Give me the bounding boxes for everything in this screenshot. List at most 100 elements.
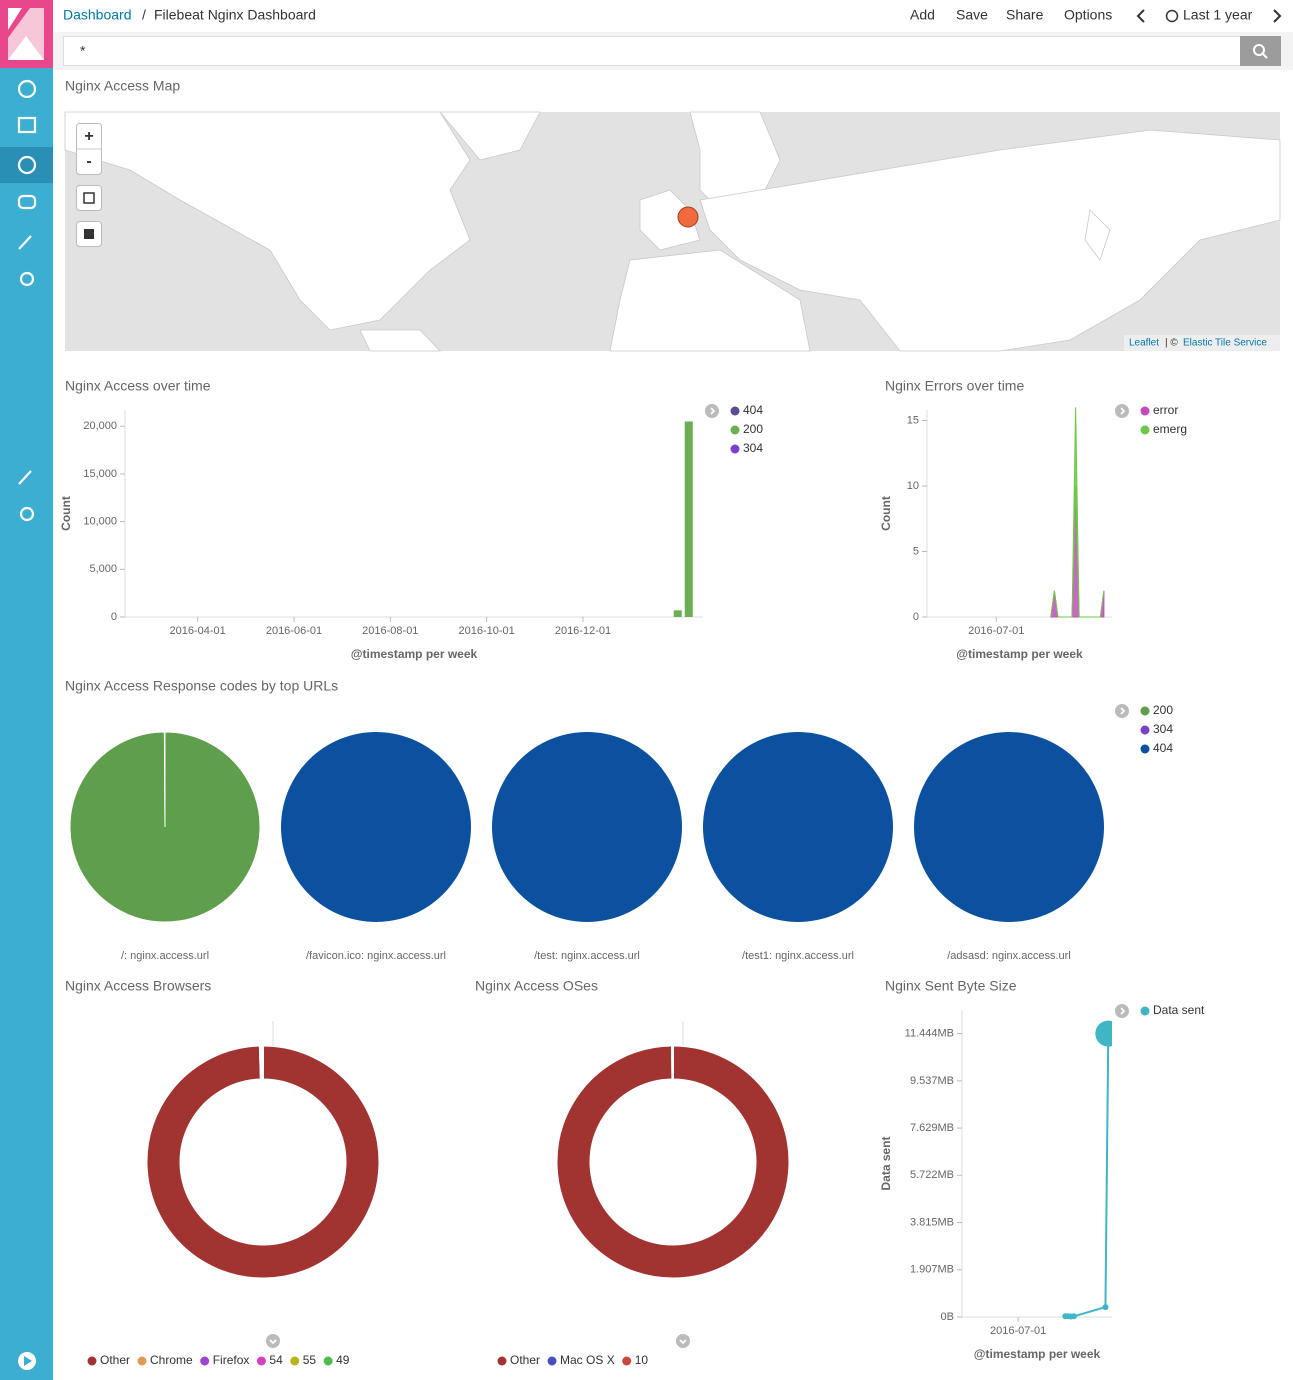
legend-swatch [137, 1356, 147, 1366]
nav-discover[interactable] [17, 79, 37, 99]
data-point[interactable] [1095, 1020, 1121, 1047]
pie-slice[interactable] [281, 732, 471, 922]
nav-devtools[interactable] [18, 235, 32, 250]
data-point[interactable] [1070, 1313, 1077, 1320]
bar[interactable] [673, 610, 682, 617]
nav-dashboard[interactable] [17, 155, 37, 175]
panel-title: Nginx Access Map [65, 78, 180, 94]
legend-label[interactable]: Other [100, 1353, 130, 1367]
legend-label[interactable]: 10 [635, 1353, 649, 1367]
x-tick-label: 2016-10-01 [459, 625, 515, 637]
x-axis-label: @timestamp per week [956, 647, 1083, 661]
legend-label[interactable]: 304 [743, 441, 763, 455]
legend-label[interactable]: error [1153, 403, 1178, 417]
sidebar [0, 0, 53, 1380]
legend-toggle-icon [1120, 407, 1126, 415]
nav-collapse-icon [24, 1356, 32, 1366]
zoom-in[interactable]: + [84, 128, 93, 145]
legend-swatch [497, 1356, 507, 1366]
legend-label[interactable]: 304 [1153, 722, 1173, 736]
pie-slice[interactable] [914, 732, 1104, 922]
legend-swatch [1140, 706, 1150, 716]
y-tick-label: 15 [907, 414, 919, 426]
x-tick-label: 2016-04-01 [170, 625, 226, 637]
nav-visualize[interactable] [17, 116, 37, 134]
y-tick-label: 10 [907, 480, 919, 492]
menu-add[interactable]: Add [910, 7, 935, 23]
pie-slice[interactable] [703, 732, 893, 922]
legend-label[interactable]: emerg [1153, 422, 1187, 436]
zoom-out[interactable]: - [86, 153, 91, 170]
y-tick-label: 0 [111, 611, 117, 623]
y-tick-label: 0 [913, 611, 919, 623]
x-tick-label: 2016-08-01 [362, 625, 418, 637]
legend-toggle-icon [679, 1339, 687, 1345]
map-marker[interactable] [677, 206, 699, 228]
legend-toggle[interactable] [266, 1334, 280, 1348]
y-tick-label: 7.629MB [910, 1122, 954, 1134]
legend-label[interactable]: Firefox [213, 1353, 250, 1367]
map-land [64, 111, 1281, 352]
time-next[interactable] [1273, 9, 1282, 23]
draw-icon [84, 229, 94, 239]
nav-devtools-2[interactable] [18, 470, 32, 485]
panel-title: Nginx Sent Byte Size [885, 978, 1017, 994]
legend-label[interactable]: 54 [269, 1353, 283, 1367]
attribution-separator: | © [1165, 338, 1178, 349]
legend-label[interactable]: Mac OS X [560, 1353, 615, 1367]
bar[interactable] [684, 421, 693, 617]
legend-toggle-icon [269, 1339, 277, 1345]
panel-title: Nginx Access OSes [475, 978, 598, 994]
legend-label[interactable]: Other [510, 1353, 540, 1367]
dashboard-title: Filebeat Nginx Dashboard [154, 7, 316, 23]
attribution-link[interactable]: Elastic Tile Service [1183, 338, 1267, 349]
search-button[interactable] [1240, 36, 1281, 66]
time-prev[interactable] [1136, 9, 1145, 23]
menu-save[interactable]: Save [956, 7, 988, 23]
legend-swatch [1140, 406, 1150, 416]
nav-active [0, 147, 53, 183]
legend-label[interactable]: 404 [1153, 741, 1173, 755]
breadcrumb-separator: / [142, 7, 146, 23]
y-tick-label: 3.815MB [910, 1216, 954, 1228]
nav-timelion[interactable] [17, 194, 37, 210]
attribution-box [1124, 335, 1280, 351]
nav-management[interactable] [19, 271, 35, 287]
legend-toggle[interactable] [676, 1334, 690, 1348]
fit-bounds[interactable] [76, 185, 102, 211]
search-icon [1253, 44, 1265, 56]
y-tick-label: 0B [941, 1311, 954, 1323]
fit-icon [83, 192, 95, 204]
donut-slice[interactable] [146, 1045, 380, 1279]
attribution-link[interactable]: Leaflet [1129, 338, 1159, 349]
legend-label[interactable]: 200 [1153, 703, 1173, 717]
nav-management-2[interactable] [19, 506, 35, 522]
legend-label[interactable]: Chrome [150, 1353, 193, 1367]
legend-label[interactable]: 49 [336, 1353, 350, 1367]
menu-share[interactable]: Share [1006, 7, 1044, 23]
legend-toggle[interactable] [1115, 1004, 1129, 1018]
y-tick-label: 11.444MB [905, 1028, 954, 1040]
y-tick-label: 10,000 [83, 516, 117, 528]
data-point[interactable] [1102, 1304, 1109, 1311]
legend-label[interactable]: Data sent [1153, 1003, 1205, 1017]
legend-label[interactable]: 55 [303, 1353, 317, 1367]
legend-swatch [1140, 425, 1150, 435]
legend-toggle[interactable] [1115, 704, 1129, 718]
time-range[interactable]: Last 1 year [1183, 7, 1253, 23]
legend-label[interactable]: 200 [743, 422, 763, 436]
legend-label[interactable]: 404 [743, 403, 763, 417]
search-input[interactable] [63, 36, 1241, 66]
logo-mark [8, 8, 22, 30]
panel-title: Nginx Access Response codes by top URLs [65, 678, 338, 694]
menu-options[interactable]: Options [1064, 7, 1112, 23]
pie-slice[interactable] [492, 732, 682, 922]
breadcrumb[interactable]: Dashboard [63, 7, 132, 23]
logo-mark [8, 36, 44, 60]
pie-slice[interactable] [163, 731, 166, 828]
x-tick-label: 2016-12-01 [555, 625, 611, 637]
legend-toggle[interactable] [1115, 404, 1129, 418]
donut-slice[interactable] [556, 1045, 790, 1279]
legend-toggle[interactable] [705, 404, 719, 418]
